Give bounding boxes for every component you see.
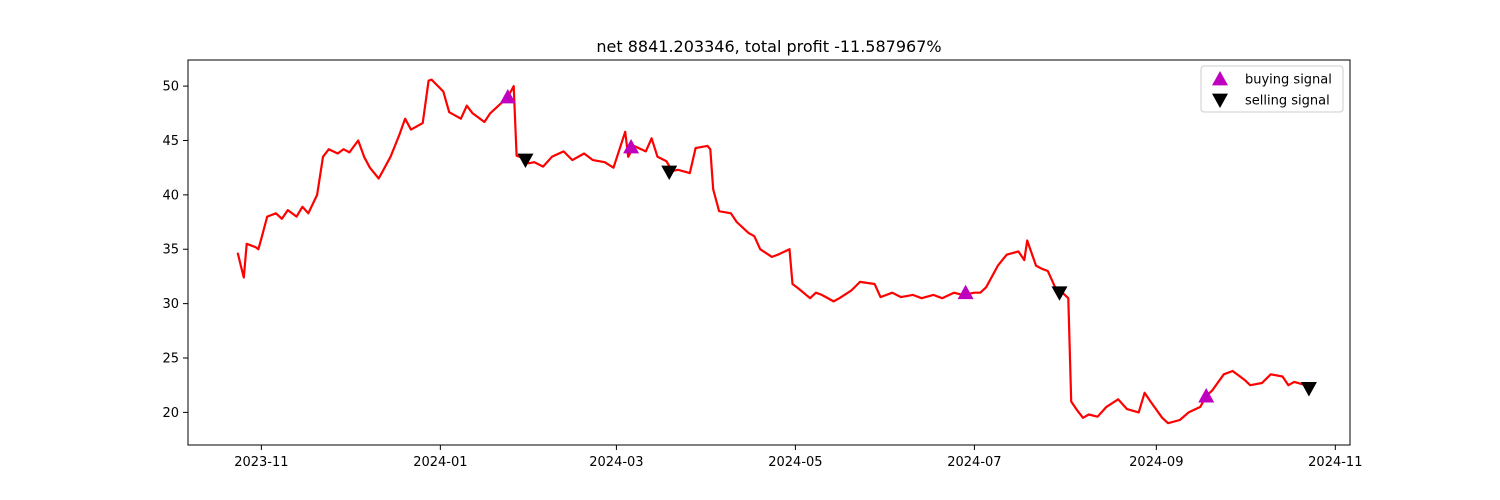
plot-area: 2023-11 2024-01 2024-03 2024-05 2024-07 2024-…: [162, 59, 1362, 470]
sell-signal-marker: [517, 153, 534, 169]
legend-sell-marker: [1212, 93, 1228, 108]
x-tick-label: 2023-11: [234, 455, 288, 470]
buy-signal-marker: [957, 284, 974, 300]
legend: buying signal selling signal: [1200, 65, 1344, 113]
x-tick-label: 2024-07: [947, 455, 1001, 470]
y-axis: 20 25 30 35 40 45 50: [162, 80, 188, 421]
x-tick-label: 2024-03: [589, 455, 643, 470]
sell-signal-marker: [1051, 286, 1068, 301]
x-tick-label: 2024-01: [413, 455, 467, 470]
plot-frame: [187, 59, 1351, 446]
y-tick-label: 35: [162, 243, 179, 258]
chart-title: net 8841.203346, total profit -11.587967…: [596, 37, 941, 56]
buy-signal-marker: [499, 88, 516, 104]
x-axis: 2023-11 2024-01 2024-03 2024-05 2024-07 2024-…: [234, 445, 1362, 470]
legend-items: buying signal selling signal: [1212, 71, 1332, 109]
x-tick-label: 2024-09: [1129, 455, 1183, 470]
y-tick-label: 30: [162, 297, 179, 312]
legend-buy-marker: [1212, 71, 1228, 86]
legend-label-sell: selling signal: [1245, 94, 1330, 109]
y-tick-label: 25: [162, 351, 179, 366]
buy-signal-marker: [1198, 388, 1215, 403]
x-tick-label: 2024-11: [1308, 455, 1362, 470]
marker-layer: [499, 88, 1317, 403]
close-price-line: [236, 78, 1308, 425]
buy-signal-marker: [623, 139, 640, 154]
legend-frame: [1200, 65, 1344, 113]
y-tick-label: 40: [162, 188, 179, 203]
plot-background: [188, 60, 1350, 445]
legend-label-buy: buying signal: [1245, 73, 1332, 88]
x-tick-label: 2024-05: [768, 455, 822, 470]
series-layer: [236, 78, 1308, 425]
sell-signal-marker: [1300, 382, 1317, 397]
y-tick-label: 45: [162, 134, 179, 149]
y-tick-label: 50: [162, 80, 179, 95]
y-tick-label: 20: [162, 406, 179, 421]
sell-signal-marker: [661, 165, 678, 181]
